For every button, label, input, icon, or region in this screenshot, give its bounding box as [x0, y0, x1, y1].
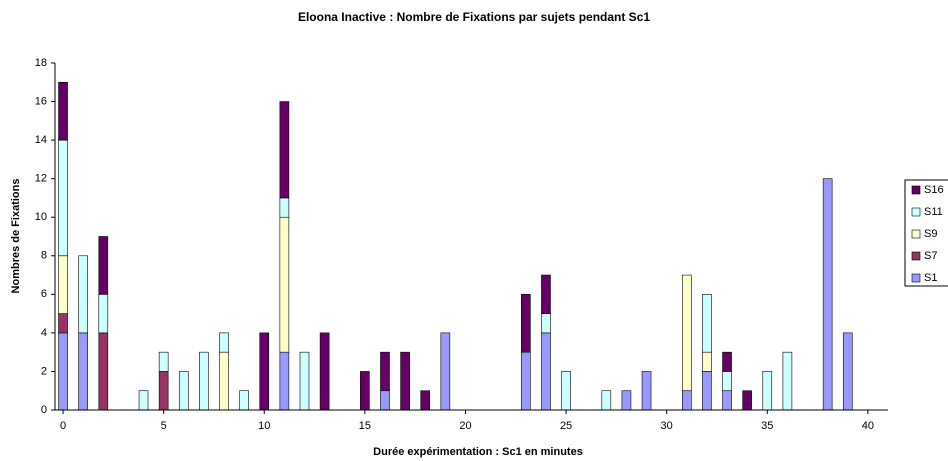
- bar-segment: [541, 313, 551, 334]
- bar-segment: [722, 390, 732, 411]
- x-tick-label: 35: [761, 420, 773, 432]
- bar-segment: [681, 390, 692, 411]
- legend-label: S7: [924, 250, 937, 262]
- x-tick-label: 30: [661, 420, 673, 432]
- bar-segment: [702, 351, 712, 372]
- y-tick-label: 6: [41, 288, 47, 300]
- bar-segment: [58, 332, 68, 411]
- legend-swatch: [911, 251, 921, 261]
- bar-segment: [400, 351, 410, 411]
- bar-segment: [279, 216, 290, 353]
- legend-swatch: [911, 207, 921, 217]
- bar-segment: [259, 332, 270, 411]
- legend-swatch: [911, 229, 921, 239]
- x-tick-label: 25: [560, 420, 572, 432]
- bar-segment: [541, 332, 551, 411]
- bar-segment: [98, 236, 109, 295]
- y-tick-label: 10: [35, 211, 47, 223]
- legend-label: S11: [924, 206, 943, 218]
- y-tick-label: 4: [41, 327, 47, 339]
- bar-segment: [722, 351, 732, 372]
- legend-swatch: [911, 185, 921, 195]
- bar-segment: [279, 351, 290, 411]
- bar-segment: [681, 274, 692, 392]
- x-tick-label: 15: [359, 420, 371, 432]
- bar-segment: [822, 178, 833, 411]
- y-tick-label: 2: [41, 365, 47, 377]
- bar-segment: [521, 351, 531, 411]
- x-tick-label: 0: [60, 420, 66, 432]
- x-tick-label: 5: [161, 420, 167, 432]
- legend-swatch: [911, 273, 921, 283]
- y-tick-label: 14: [35, 134, 47, 146]
- bar-segment: [541, 274, 551, 314]
- y-tick-label: 0: [41, 404, 47, 416]
- bar-segment: [199, 351, 209, 411]
- bar-segment: [78, 332, 88, 411]
- bar-segment: [279, 197, 290, 218]
- bar-segment: [98, 332, 109, 411]
- bar-segment: [420, 390, 431, 411]
- bar-segment: [360, 371, 370, 411]
- bar-segment: [58, 313, 68, 334]
- bar-segment: [138, 390, 149, 411]
- bar-segment: [279, 101, 290, 199]
- bar-segment: [702, 294, 712, 353]
- bar-segment: [58, 81, 68, 141]
- bar-segment: [219, 332, 229, 353]
- bar-segment: [98, 294, 109, 334]
- bar-segment: [319, 332, 330, 411]
- bar-segment: [239, 390, 249, 411]
- chart-title: Eloona Inactive : Nombre de Fixations pa…: [298, 10, 650, 24]
- bar-segment: [782, 351, 793, 411]
- bar-segment: [621, 390, 632, 411]
- legend-label: S9: [924, 228, 937, 240]
- bar-segment: [440, 332, 451, 411]
- y-tick-label: 8: [41, 250, 47, 262]
- bar-segment: [219, 351, 229, 411]
- bar-segment: [299, 351, 310, 411]
- bar-segment: [380, 390, 390, 411]
- bar-segment: [722, 371, 732, 392]
- bar-segment: [762, 371, 773, 411]
- bar-segment: [561, 371, 571, 411]
- y-tick-label: 18: [35, 57, 47, 69]
- y-tick-label: 12: [35, 173, 47, 185]
- bar-segment: [158, 351, 169, 372]
- bar-segment: [521, 294, 531, 353]
- bar-segment: [58, 255, 68, 314]
- x-tick-label: 10: [258, 420, 270, 432]
- bar-segment: [380, 351, 390, 392]
- bar-segment: [601, 390, 612, 411]
- x-tick-label: 20: [459, 420, 471, 432]
- bar-segment: [178, 371, 189, 411]
- x-axis-label: Durée expérimentation : Sc1 en minutes: [373, 446, 583, 458]
- y-tick-label: 16: [35, 95, 47, 107]
- bar-segment: [58, 139, 68, 257]
- bar-segment: [78, 255, 88, 334]
- bar-segment: [158, 371, 169, 411]
- bar-segment: [842, 332, 853, 411]
- y-axis-label: Nombres de Fixations: [10, 179, 22, 294]
- legend-label: S16: [924, 184, 944, 196]
- bar-segment: [742, 390, 752, 411]
- legend-label: S1: [924, 272, 937, 284]
- x-tick-label: 40: [862, 420, 874, 432]
- bar-segment: [702, 371, 712, 411]
- bar-segment: [641, 371, 652, 411]
